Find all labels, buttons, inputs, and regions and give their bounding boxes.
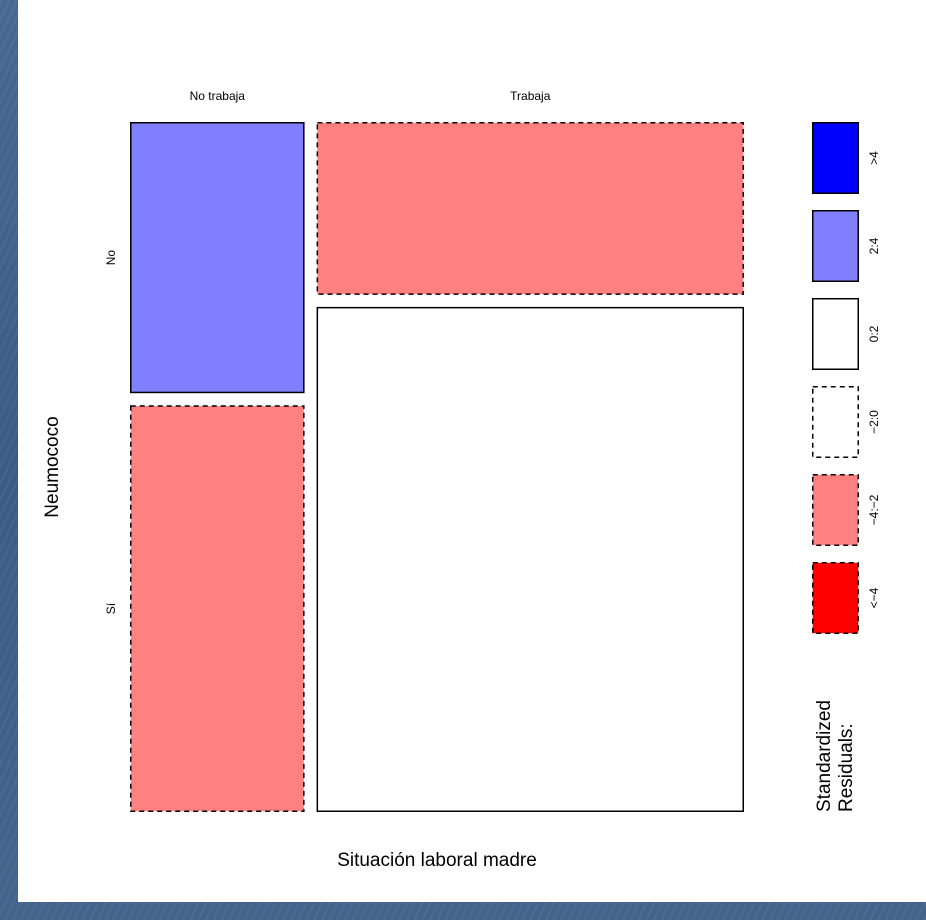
- mosaic-cell-no-trabaja-no: [130, 122, 305, 394]
- legend-swatch-2: [812, 210, 859, 282]
- legend-label-2: 2:4: [867, 237, 881, 254]
- row-label-si: Sí: [104, 602, 118, 614]
- legend: >4 2:4 0:2 −2:0 −4:−2 <−4 StandardizedResidual…: [812, 122, 881, 812]
- legend-swatch-6: [812, 562, 859, 634]
- mosaic-plot: No trabaja Trabaja No Sí Situación laboral…: [42, 89, 881, 871]
- legend-title-line-2: Residuals:: [836, 723, 857, 812]
- legend-label-3: 0:2: [867, 325, 881, 342]
- mosaic-cell-no-trabaja-si: [130, 405, 305, 812]
- legend-swatch-4: [812, 386, 859, 458]
- row-labels: No Sí: [104, 250, 118, 615]
- legend-label-5: −4:−2: [867, 494, 881, 525]
- legend-swatch-5: [812, 474, 859, 546]
- x-axis-title: Situación laboral madre: [337, 850, 537, 871]
- column-label-trabaja: Trabaja: [510, 89, 551, 103]
- y-axis-title: Neumococo: [42, 416, 63, 517]
- mosaic-cells: [130, 122, 744, 812]
- legend-title-line-1: Standardized: [814, 700, 835, 812]
- legend-swatch-3: [812, 298, 859, 370]
- mosaic-cell-trabaja-si: [316, 306, 744, 812]
- column-labels: No trabaja Trabaja: [190, 89, 551, 103]
- mosaic-cell-trabaja-no: [316, 122, 744, 295]
- column-label-no-trabaja: No trabaja: [190, 89, 246, 103]
- legend-label-1: >4: [867, 151, 881, 165]
- legend-label-6: <−4: [867, 587, 881, 608]
- plot-panel: No trabaja Trabaja No Sí Situación laboral…: [18, 0, 926, 902]
- legend-swatch-1: [812, 122, 859, 194]
- legend-title: StandardizedResiduals:: [814, 700, 857, 812]
- row-label-no: No: [104, 250, 118, 266]
- legend-label-4: −2:0: [867, 410, 881, 434]
